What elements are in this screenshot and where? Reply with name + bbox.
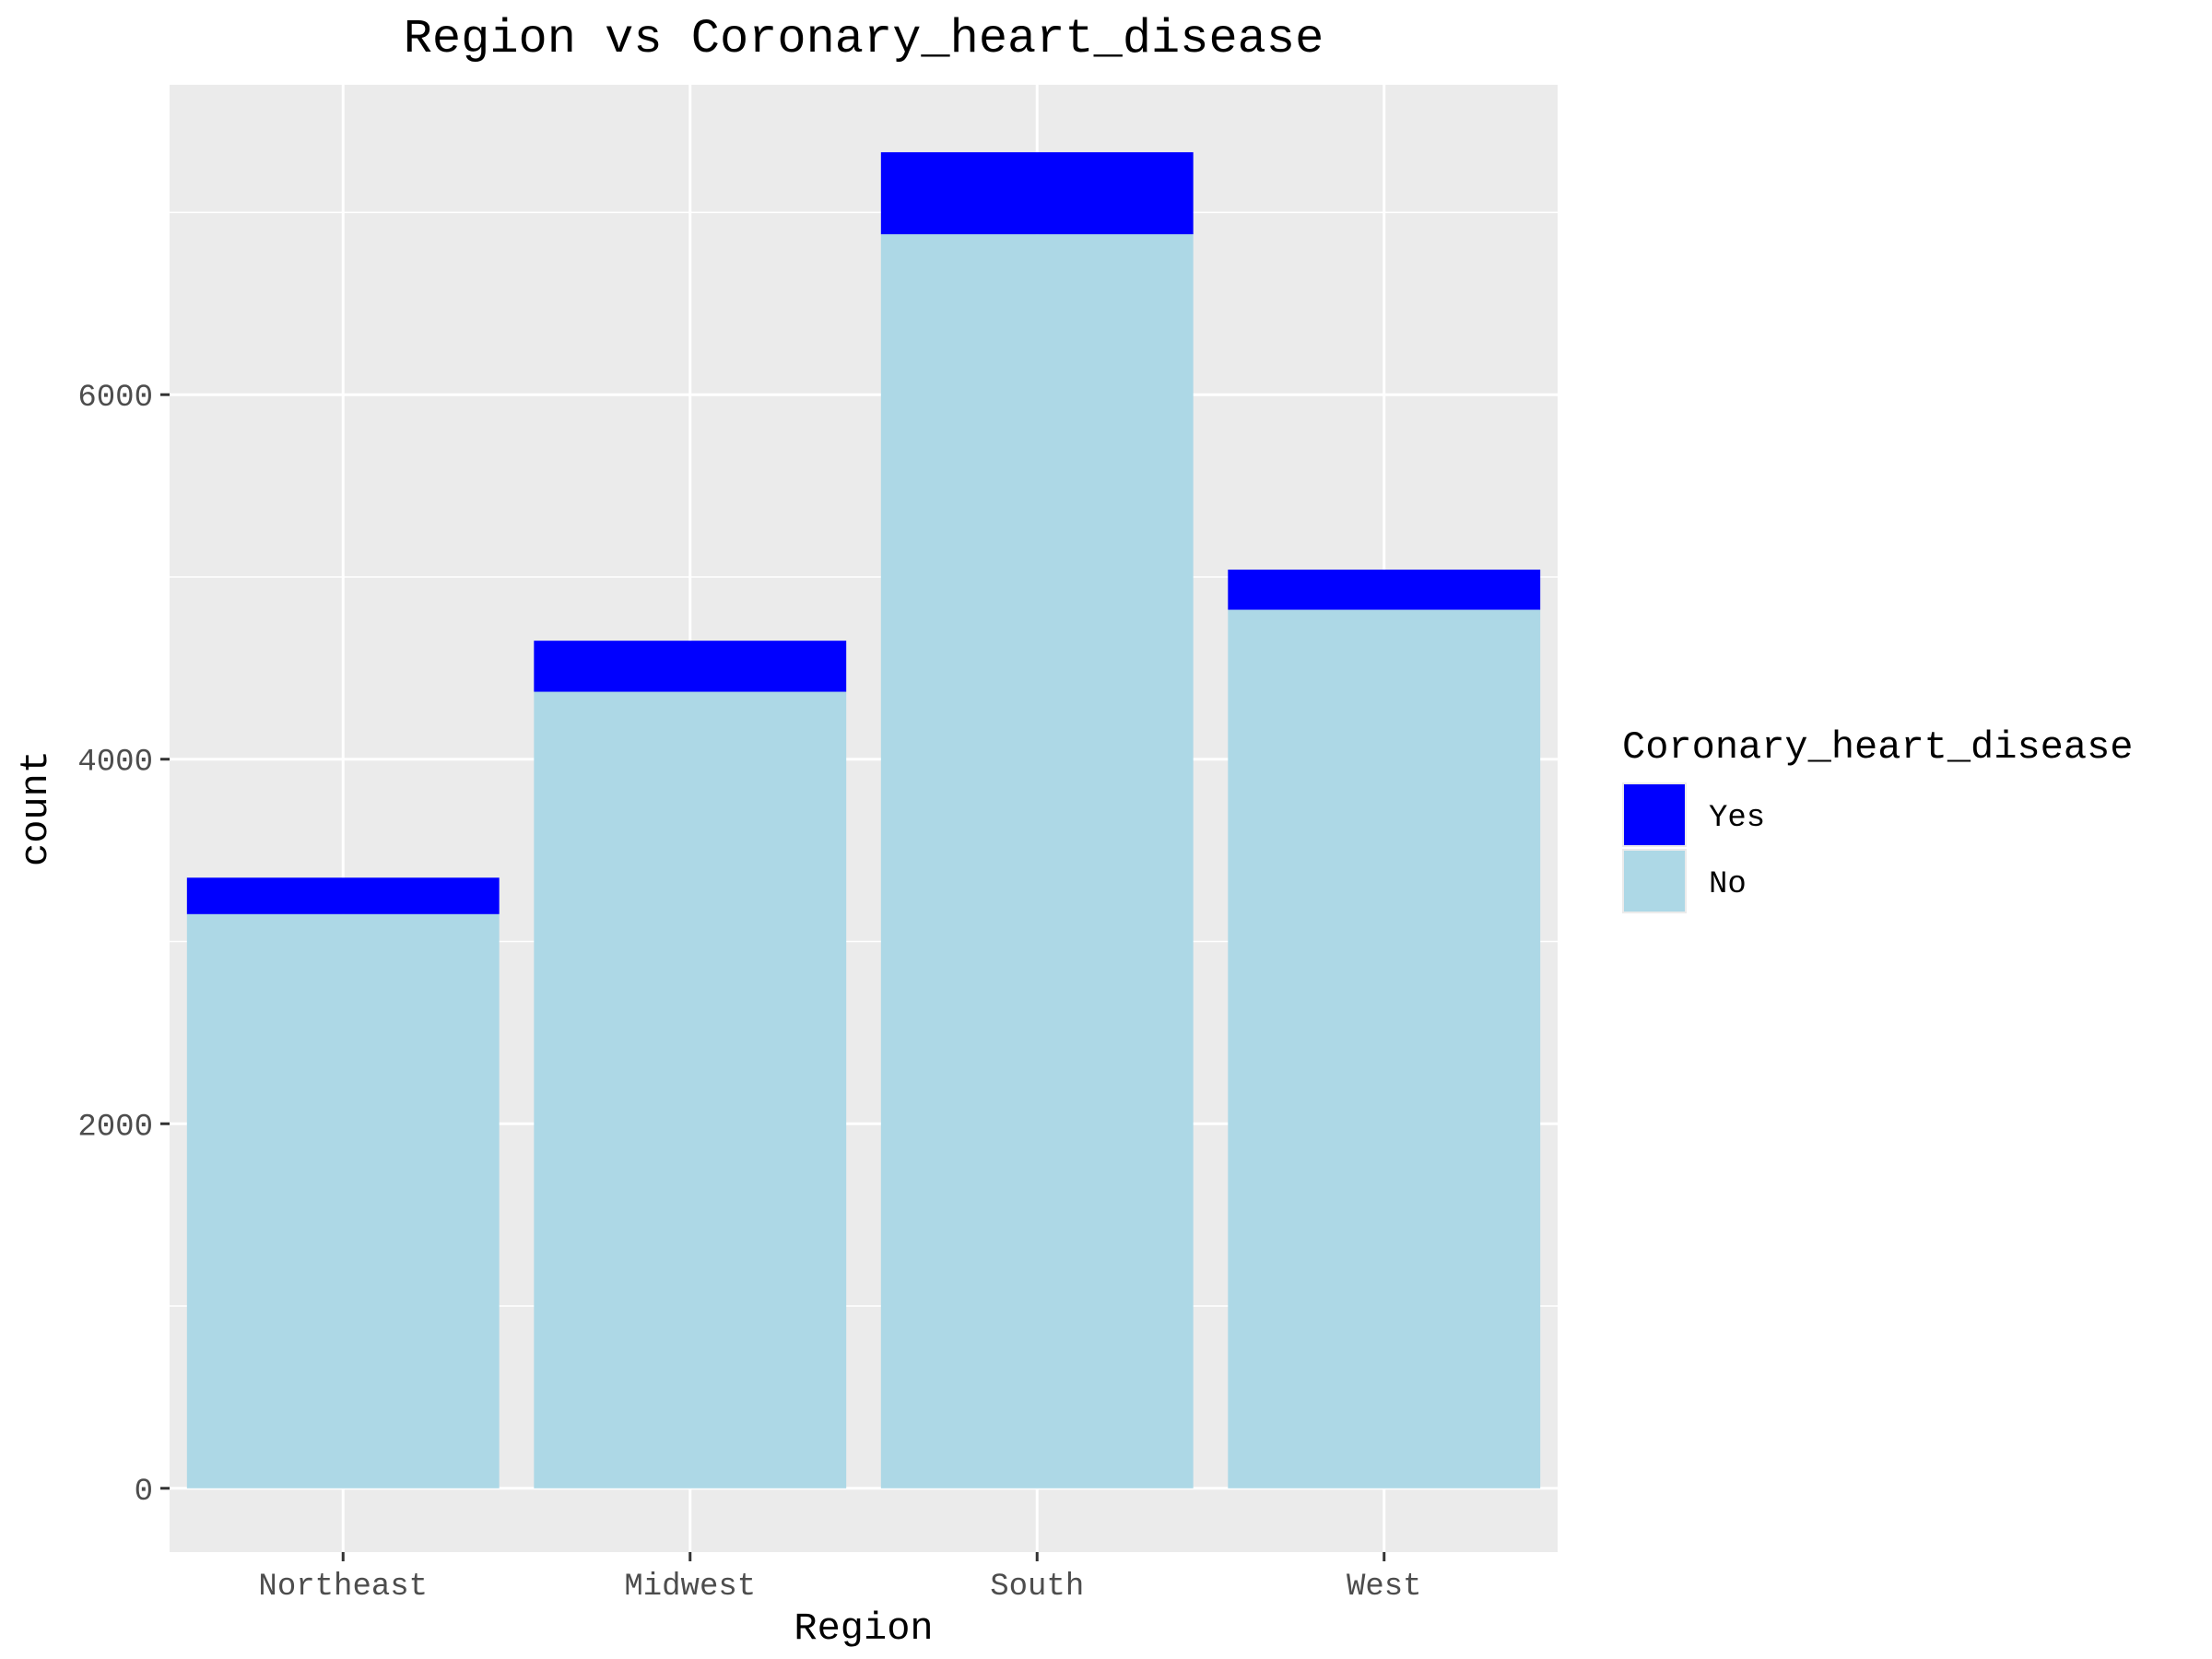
x-tick-label: South [990, 1570, 1084, 1605]
chart-title: Region vs Coronary_heart_disease [404, 12, 1324, 66]
bar-no-northeast [186, 913, 500, 1488]
x-tick-label: Northeast [258, 1570, 428, 1605]
y-tick-label: 2000 [77, 1110, 153, 1145]
x-axis-label: Region [794, 1606, 933, 1651]
x-axis: Northeast Midwest South West [258, 1552, 1422, 1605]
bar-yes-northeast [186, 877, 500, 914]
bar-no-south [880, 234, 1194, 1488]
legend-title: Coronary_heart_disease [1622, 725, 2134, 770]
legend-label-no: No [1709, 867, 1747, 902]
bar-yes-midwest [534, 641, 847, 692]
y-axis-label: count [14, 750, 58, 866]
y-tick-label: 4000 [77, 746, 153, 781]
legend-label-yes: Yes [1709, 801, 1765, 836]
y-tick-label: 6000 [77, 381, 153, 416]
bars [186, 152, 1541, 1488]
y-axis: 0 2000 4000 6000 [77, 381, 170, 1510]
bar-yes-south [880, 152, 1194, 235]
y-tick-label: 0 [135, 1475, 153, 1510]
bar-yes-west [1228, 570, 1541, 610]
legend-swatch-no [1624, 851, 1685, 912]
legend-swatch-yes [1624, 784, 1685, 845]
x-tick-label: West [1347, 1570, 1422, 1605]
bar-no-midwest [534, 691, 847, 1488]
legend: Coronary_heart_disease Yes No [1622, 725, 2134, 913]
bar-no-west [1228, 609, 1541, 1488]
x-tick-label: Midwest [624, 1570, 756, 1605]
